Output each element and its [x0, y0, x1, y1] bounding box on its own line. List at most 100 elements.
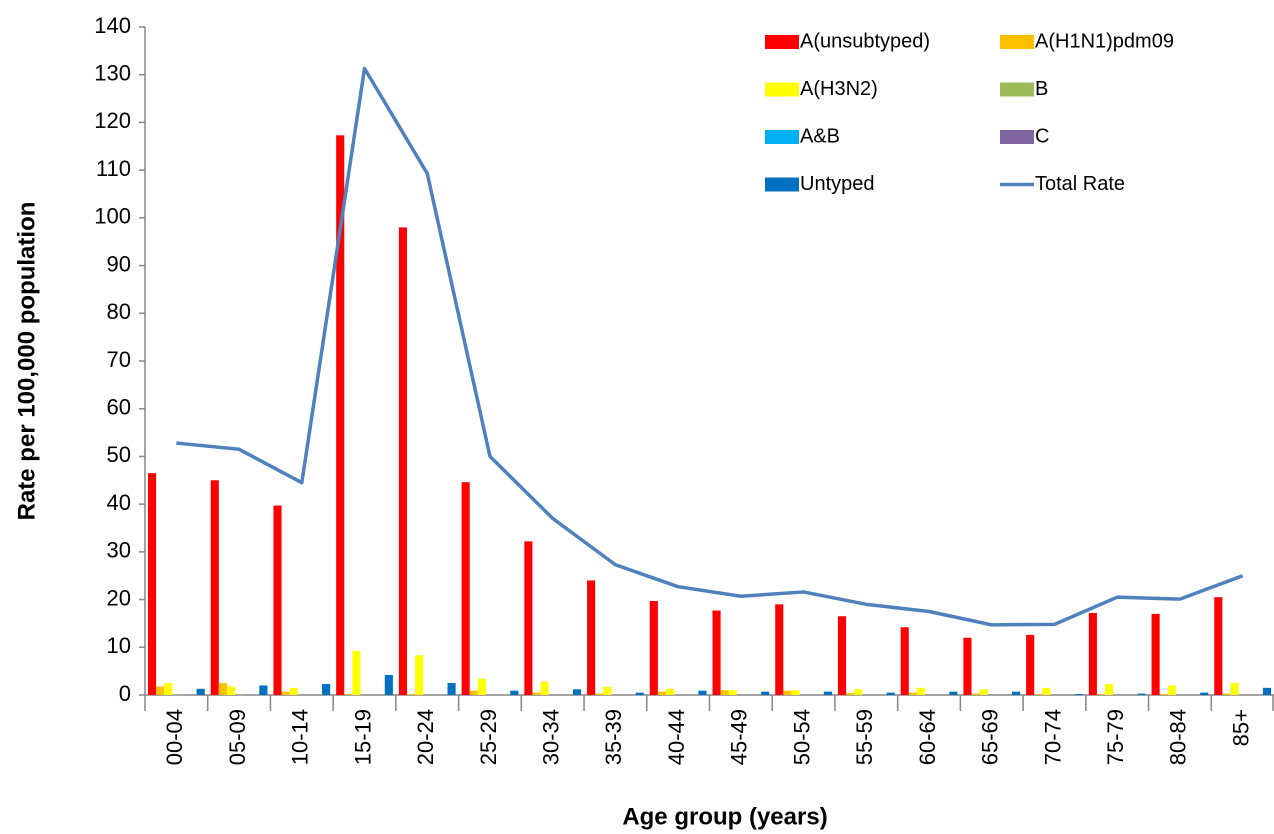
- bar: [281, 691, 290, 695]
- bar: [164, 683, 173, 695]
- x-tick-label: 35-39: [601, 709, 626, 765]
- y-tick-label: 40: [107, 490, 131, 515]
- bar: [783, 690, 792, 695]
- y-tick-label: 60: [107, 395, 131, 420]
- bar: [1074, 694, 1083, 695]
- legend-label: A&B: [800, 125, 840, 147]
- bar: [1159, 694, 1168, 695]
- bar: [477, 678, 486, 695]
- y-tick-label: 130: [94, 61, 131, 86]
- bar: [210, 480, 219, 695]
- bar: [720, 690, 729, 695]
- bar: [322, 684, 331, 695]
- y-tick-label: 100: [94, 204, 131, 229]
- bar: [1230, 683, 1239, 695]
- bar: [1151, 613, 1160, 695]
- y-tick-label: 10: [107, 633, 131, 658]
- bar: [971, 693, 980, 695]
- legend-label: Untyped: [800, 173, 875, 195]
- legend-label: C: [1035, 125, 1049, 147]
- x-tick-label: 75-79: [1103, 709, 1128, 765]
- bar: [1034, 694, 1043, 695]
- bar: [524, 541, 533, 695]
- legend-swatch: [765, 177, 799, 192]
- bar: [846, 693, 855, 695]
- x-tick-label: 60-64: [915, 709, 940, 765]
- bar: [148, 473, 157, 695]
- bar: [1167, 685, 1176, 695]
- bar: [196, 688, 205, 695]
- bar: [837, 616, 847, 695]
- bar: [510, 690, 519, 695]
- legend-swatch: [1000, 35, 1034, 49]
- bar: [635, 692, 644, 695]
- bar: [352, 651, 361, 695]
- bar: [469, 690, 478, 695]
- x-tick-label: 20-24: [413, 709, 438, 765]
- bar: [1105, 684, 1114, 695]
- y-tick-label: 80: [107, 299, 131, 324]
- x-tick-label: 25-29: [476, 709, 501, 765]
- legend-swatch: [765, 130, 799, 144]
- bar: [259, 685, 268, 695]
- legend-label: A(H3N2): [800, 78, 878, 100]
- bar: [1026, 634, 1035, 695]
- bar: [1200, 692, 1209, 695]
- line: [176, 66, 1244, 627]
- y-tick-label: 140: [94, 13, 131, 38]
- bar: [603, 686, 612, 695]
- x-tick-label: 55-59: [852, 709, 877, 765]
- y-tick-label: 70: [107, 347, 131, 372]
- y-tick-label: 50: [107, 442, 131, 467]
- bar: [854, 689, 863, 695]
- bar: [1012, 691, 1021, 695]
- bar: [447, 683, 456, 695]
- x-tick-label: 15-19: [350, 709, 375, 765]
- bar: [1088, 612, 1097, 695]
- bar: [572, 689, 582, 695]
- bar: [698, 690, 707, 695]
- legend-swatch: [765, 82, 799, 97]
- bar: [963, 637, 972, 695]
- bar: [665, 688, 675, 695]
- x-tick-label: 10-14: [288, 709, 313, 765]
- x-tick-label: 30-34: [539, 709, 564, 765]
- bar: [712, 610, 721, 695]
- bar: [587, 580, 596, 695]
- bar: [595, 693, 604, 695]
- legend-swatch: [1000, 82, 1034, 97]
- x-axis-title: Age group (years): [622, 803, 827, 830]
- y-tick-label: 90: [107, 251, 131, 276]
- x-tick-label: 45-49: [727, 709, 752, 765]
- bar: [761, 691, 770, 695]
- legend-label: Total Rate: [1035, 173, 1125, 195]
- bar: [1096, 694, 1106, 695]
- x-tick-label: 70-74: [1040, 709, 1065, 765]
- bar: [916, 687, 925, 695]
- bar: [900, 627, 909, 695]
- bar: [791, 690, 800, 695]
- bar: [649, 601, 658, 695]
- x-tick-label: 85+: [1228, 709, 1253, 746]
- bar: [289, 687, 298, 695]
- bar: [1222, 693, 1231, 695]
- legend-swatch: [765, 35, 799, 49]
- bar: [775, 604, 784, 695]
- bar: [908, 692, 917, 695]
- x-tick-label: 65-69: [978, 709, 1003, 765]
- bar: [1042, 687, 1051, 695]
- bar: [415, 655, 424, 695]
- y-tick-label: 0: [119, 681, 131, 706]
- bar: [1262, 687, 1271, 695]
- y-tick-label: 20: [107, 585, 131, 610]
- bar: [979, 689, 988, 695]
- x-tick-label: 00-04: [162, 709, 187, 765]
- x-tick-label: 05-09: [225, 709, 250, 765]
- bar: [728, 690, 737, 695]
- bar: [1214, 597, 1223, 695]
- x-tick-label: 40-44: [664, 709, 689, 765]
- y-axis-title: Rate per 100,000 population: [13, 202, 40, 521]
- legend-label: A(H1N1)pdm09: [1035, 30, 1174, 52]
- bar: [540, 681, 549, 695]
